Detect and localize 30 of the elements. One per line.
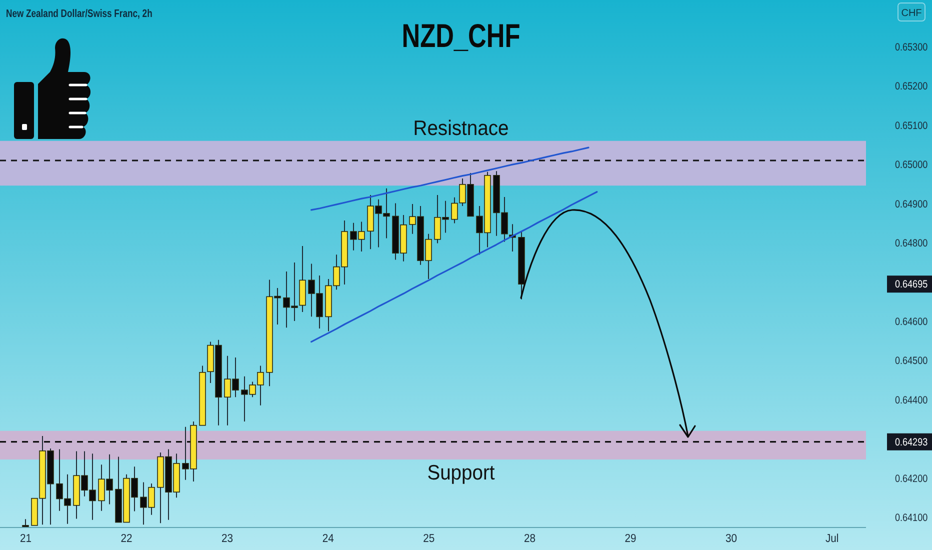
y-tick-label: 0.64900 [895, 198, 928, 210]
text: 0.64695 [895, 279, 928, 291]
x-tick-label: 25 [423, 532, 435, 546]
x-tick-label: 22 [120, 532, 132, 546]
y-tick-label: 0.64600 [895, 316, 928, 328]
x-tick-label: 30 [726, 532, 738, 546]
x-tick-label: 23 [222, 532, 234, 546]
candlestick [22, 518, 29, 527]
y-axis-title: CHF [901, 8, 922, 19]
x-tick-label: 24 [322, 532, 334, 546]
y-tick-label: 0.64500 [895, 356, 928, 368]
x-tick-label: 29 [624, 532, 636, 546]
text: New Zealand Dollar/Swiss Franc, 2h [6, 8, 152, 20]
y-tick-label: 0.64100 [895, 512, 928, 524]
y-tick-label: 0.64800 [895, 238, 928, 250]
y-tick-label: 0.65100 [895, 120, 928, 132]
y-tick-label: 0.65000 [895, 159, 928, 172]
x-tick-label: 28 [524, 532, 536, 546]
x-tick-label: Jul [825, 532, 839, 546]
band-label: Support [427, 462, 496, 485]
y-tick-label: 0.64400 [895, 394, 928, 407]
x-tick-label: 21 [20, 532, 32, 546]
y-tick-label: 0.65200 [895, 80, 928, 93]
text: NZD_CHF [402, 18, 520, 55]
ref-line-label: 0.64293 [895, 436, 928, 449]
line-series [310, 191, 598, 343]
band-label: Resistnace [413, 117, 509, 140]
y-tick-label: 0.65300 [895, 42, 928, 54]
y-tick-label: 0.64200 [895, 473, 928, 486]
line-series [310, 146, 590, 211]
